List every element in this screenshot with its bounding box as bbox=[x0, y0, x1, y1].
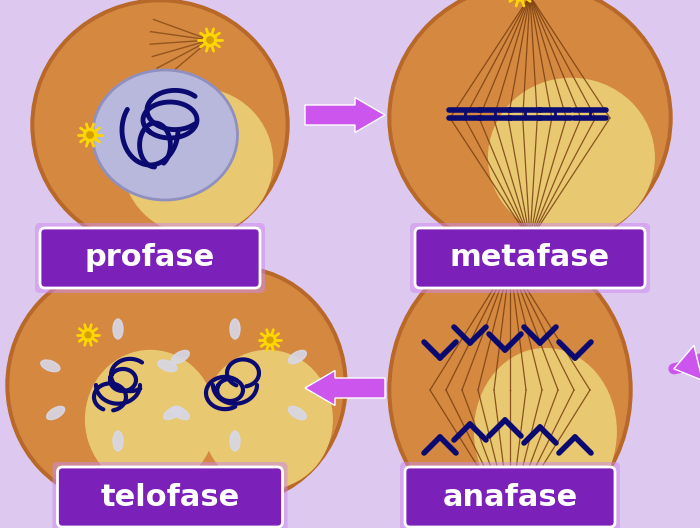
Ellipse shape bbox=[475, 348, 616, 514]
Ellipse shape bbox=[10, 270, 226, 500]
Ellipse shape bbox=[158, 360, 177, 372]
Text: anafase: anafase bbox=[442, 483, 578, 512]
Ellipse shape bbox=[41, 360, 60, 372]
Circle shape bbox=[83, 128, 97, 142]
Circle shape bbox=[204, 33, 216, 46]
Polygon shape bbox=[305, 371, 385, 406]
Ellipse shape bbox=[230, 319, 240, 339]
Circle shape bbox=[524, 232, 536, 244]
FancyBboxPatch shape bbox=[40, 228, 260, 288]
Circle shape bbox=[513, 0, 527, 1]
Ellipse shape bbox=[172, 407, 190, 420]
Ellipse shape bbox=[92, 70, 237, 200]
Ellipse shape bbox=[164, 407, 182, 420]
Circle shape bbox=[87, 132, 93, 138]
FancyBboxPatch shape bbox=[52, 462, 288, 528]
Circle shape bbox=[267, 337, 273, 343]
Ellipse shape bbox=[31, 0, 289, 251]
Ellipse shape bbox=[85, 351, 215, 488]
Ellipse shape bbox=[35, 3, 285, 247]
Circle shape bbox=[206, 37, 214, 43]
Ellipse shape bbox=[172, 351, 190, 364]
Text: profase: profase bbox=[85, 243, 215, 272]
Ellipse shape bbox=[113, 431, 123, 451]
FancyBboxPatch shape bbox=[410, 223, 650, 293]
FancyBboxPatch shape bbox=[405, 467, 615, 527]
Ellipse shape bbox=[123, 266, 347, 504]
Ellipse shape bbox=[489, 78, 654, 237]
Ellipse shape bbox=[202, 351, 332, 488]
Circle shape bbox=[507, 510, 514, 516]
Circle shape bbox=[85, 332, 91, 338]
Circle shape bbox=[264, 334, 276, 346]
Ellipse shape bbox=[230, 431, 240, 451]
Ellipse shape bbox=[288, 351, 307, 364]
Circle shape bbox=[527, 235, 533, 241]
Text: telofase: telofase bbox=[100, 483, 239, 512]
Polygon shape bbox=[674, 345, 700, 380]
Ellipse shape bbox=[388, 0, 672, 254]
Ellipse shape bbox=[127, 270, 343, 500]
Ellipse shape bbox=[392, 0, 668, 250]
Ellipse shape bbox=[388, 248, 632, 528]
Ellipse shape bbox=[392, 252, 628, 528]
Circle shape bbox=[82, 329, 94, 341]
Ellipse shape bbox=[288, 407, 307, 420]
Circle shape bbox=[503, 506, 517, 520]
Circle shape bbox=[508, 253, 522, 267]
Ellipse shape bbox=[47, 407, 64, 420]
FancyBboxPatch shape bbox=[57, 467, 283, 527]
Ellipse shape bbox=[113, 319, 123, 339]
Circle shape bbox=[512, 257, 519, 263]
Text: metafase: metafase bbox=[450, 243, 610, 272]
Ellipse shape bbox=[6, 266, 230, 504]
FancyBboxPatch shape bbox=[415, 228, 645, 288]
Ellipse shape bbox=[122, 88, 272, 235]
FancyBboxPatch shape bbox=[35, 223, 265, 293]
Polygon shape bbox=[305, 98, 385, 133]
FancyBboxPatch shape bbox=[400, 462, 620, 528]
